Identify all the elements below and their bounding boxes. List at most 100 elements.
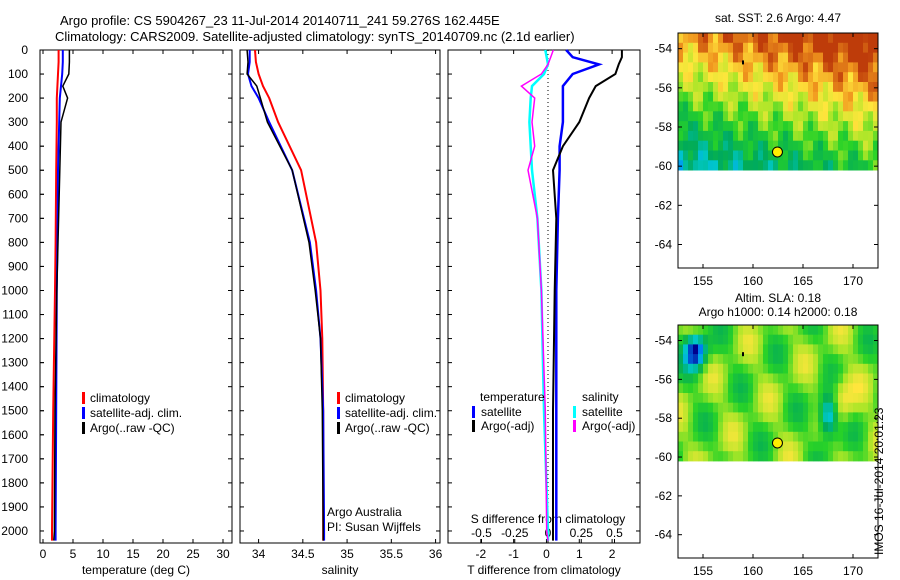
map-cell bbox=[753, 82, 759, 93]
map-cell bbox=[773, 140, 779, 151]
map-cell bbox=[713, 72, 719, 83]
map-cell bbox=[678, 373, 684, 384]
map-cell bbox=[863, 431, 869, 442]
map-cell bbox=[838, 422, 844, 433]
map-cell bbox=[823, 325, 829, 336]
map-cell bbox=[698, 344, 704, 355]
map-cell bbox=[688, 412, 694, 423]
map-cell bbox=[833, 33, 839, 44]
map-cell bbox=[798, 150, 804, 161]
map-cell bbox=[753, 441, 759, 452]
map-cell bbox=[818, 441, 824, 452]
map-cell bbox=[678, 325, 684, 336]
map-cell bbox=[853, 140, 859, 151]
map-cell bbox=[763, 325, 769, 336]
map-cell bbox=[698, 82, 704, 93]
map-cell bbox=[773, 422, 779, 433]
map-cell bbox=[818, 140, 824, 151]
map-cell bbox=[843, 160, 849, 171]
map-cell bbox=[863, 111, 869, 122]
map-cell bbox=[688, 121, 694, 132]
map-cell bbox=[798, 33, 804, 44]
map-cell bbox=[783, 42, 789, 53]
map-cell bbox=[783, 422, 789, 433]
map-cell bbox=[743, 354, 749, 365]
map-cell bbox=[813, 42, 819, 53]
map-cell bbox=[803, 334, 809, 345]
map-cell bbox=[823, 82, 829, 93]
map-cell bbox=[698, 402, 704, 413]
map-cell bbox=[693, 451, 699, 462]
map-cell bbox=[748, 383, 754, 394]
map-cell bbox=[863, 383, 869, 394]
map-cell bbox=[713, 62, 719, 73]
map-cell bbox=[718, 441, 724, 452]
map-cell bbox=[873, 334, 879, 345]
map-cell bbox=[823, 363, 829, 374]
map-cell bbox=[803, 33, 809, 44]
map-cell bbox=[833, 130, 839, 142]
map-cell bbox=[798, 402, 804, 413]
map-cell bbox=[838, 412, 844, 423]
map-cell bbox=[738, 150, 744, 161]
map-cell bbox=[823, 33, 829, 44]
map-cell bbox=[733, 373, 739, 384]
map-cell bbox=[758, 52, 764, 63]
map-cell bbox=[843, 130, 849, 142]
map-cell bbox=[818, 111, 824, 122]
map-cell bbox=[703, 62, 709, 73]
map-cell bbox=[833, 150, 839, 161]
map-cell bbox=[683, 412, 689, 423]
map-cell bbox=[783, 72, 789, 83]
map-cell bbox=[843, 82, 849, 93]
map-cell bbox=[833, 431, 839, 442]
map-cell bbox=[698, 363, 704, 374]
map-cell bbox=[723, 42, 729, 53]
map-cell bbox=[713, 344, 719, 355]
map-cell bbox=[693, 33, 699, 44]
map-cell bbox=[738, 91, 744, 102]
map-cell bbox=[678, 441, 684, 452]
map-cell bbox=[783, 101, 789, 112]
map-cell bbox=[738, 101, 744, 112]
map-cell bbox=[838, 393, 844, 404]
map-cell bbox=[748, 121, 754, 132]
map-cell bbox=[818, 431, 824, 442]
annotation-argo-australia: Argo Australia bbox=[327, 505, 402, 519]
map-cell bbox=[858, 441, 864, 452]
map-cell bbox=[823, 451, 829, 462]
map-cell bbox=[833, 72, 839, 83]
legend-label: Argo(-adj) bbox=[582, 419, 635, 433]
map-cell bbox=[718, 42, 724, 53]
map-cell bbox=[678, 111, 684, 122]
map-cell bbox=[768, 373, 774, 384]
map-cell bbox=[788, 441, 794, 452]
map-cell bbox=[853, 412, 859, 423]
map-cell bbox=[733, 62, 739, 73]
map-cell bbox=[713, 325, 719, 336]
map-cell bbox=[723, 373, 729, 384]
map-cell bbox=[723, 422, 729, 433]
map-cell bbox=[778, 354, 784, 365]
map-cell bbox=[738, 140, 744, 151]
map-cell bbox=[748, 441, 754, 452]
map-cell bbox=[693, 62, 699, 73]
map-cell bbox=[703, 451, 709, 462]
map-cell bbox=[808, 121, 814, 132]
map-cell bbox=[823, 383, 829, 394]
map-cell bbox=[738, 373, 744, 384]
map-cell bbox=[723, 140, 729, 151]
map-cell bbox=[848, 82, 854, 93]
map-cell bbox=[723, 160, 729, 171]
y-tick-label: -56 bbox=[655, 81, 673, 95]
map-cell bbox=[813, 344, 819, 355]
map-cell bbox=[818, 52, 824, 63]
map-cell bbox=[863, 422, 869, 433]
map-cell bbox=[748, 451, 754, 462]
map-cell bbox=[733, 33, 739, 44]
map-cell bbox=[848, 344, 854, 355]
map-cell bbox=[868, 344, 874, 355]
map-cell bbox=[738, 393, 744, 404]
map-cell bbox=[678, 383, 684, 394]
map-cell bbox=[723, 393, 729, 404]
